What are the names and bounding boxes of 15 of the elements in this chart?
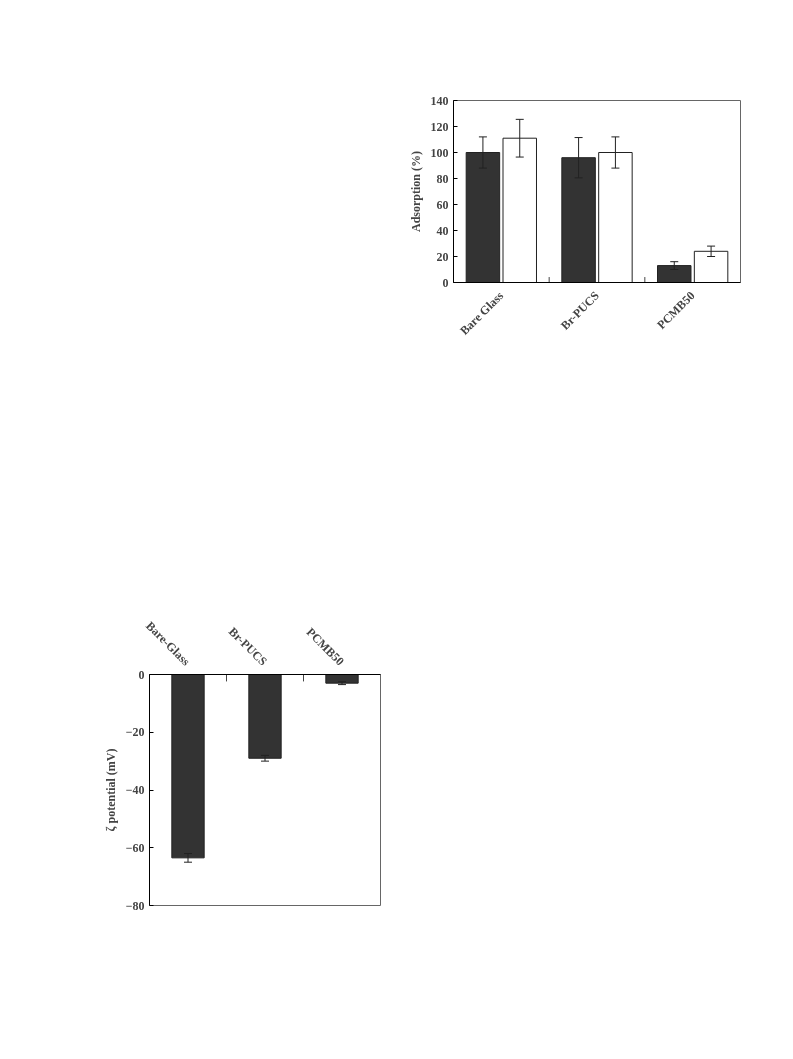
y-tick-label: 120 <box>430 119 449 134</box>
y-tick-label: 20 <box>436 249 449 264</box>
y-tick-label: 60 <box>436 197 449 212</box>
y-tick-label: 140 <box>430 93 449 108</box>
y-tick-label: −20 <box>125 725 145 740</box>
y-tick-label: 100 <box>430 145 449 160</box>
y-tick-label: 0 <box>138 667 145 682</box>
y-tick-label: −60 <box>125 840 145 855</box>
y-tick-label: 80 <box>436 171 449 186</box>
y-axis-title: ζ potential (mV) <box>103 748 118 832</box>
y-axis-title: Adsorption (%) <box>408 150 423 232</box>
y-tick-label: 0 <box>442 275 449 290</box>
y-tick-label: −40 <box>125 783 145 797</box>
y-tick-label: 40 <box>436 223 449 238</box>
y-tick-label: −80 <box>125 898 145 913</box>
